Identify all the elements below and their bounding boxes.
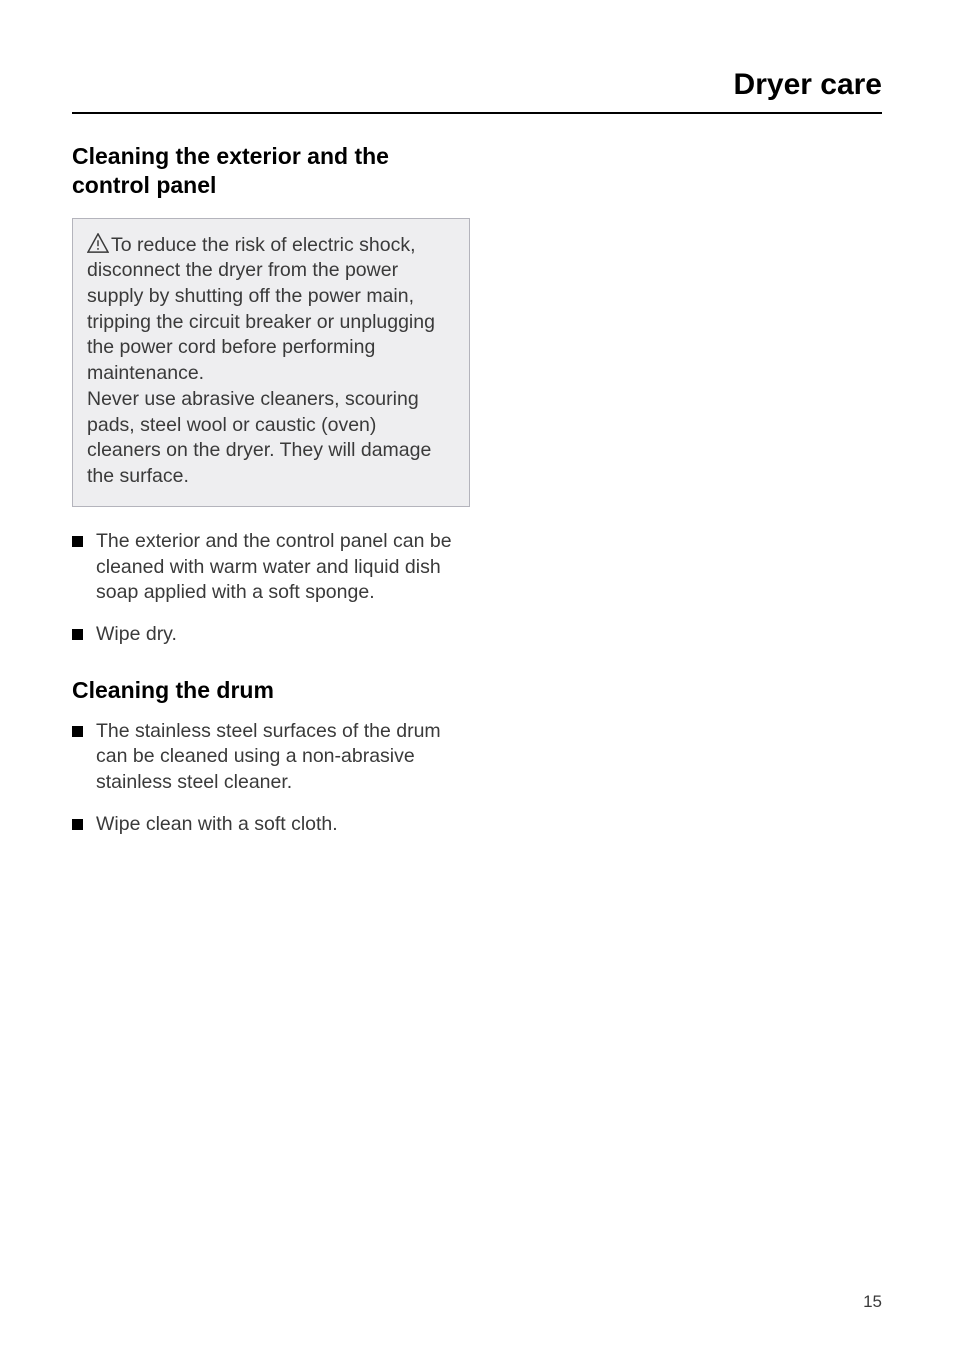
page: Dryer care Cleaning the exterior and the…: [0, 0, 954, 1352]
warning-icon: [87, 233, 109, 253]
bullet-list-exterior: The exterior and the control panel can b…: [72, 529, 470, 648]
list-item: Wipe dry.: [72, 622, 470, 648]
bullet-text: Wipe dry.: [96, 623, 177, 645]
bullet-text: Wipe clean with a soft cloth.: [96, 813, 338, 835]
list-item: Wipe clean with a soft cloth.: [72, 812, 470, 838]
callout-para-1: To reduce the risk of electric shock, di…: [87, 234, 435, 385]
bullet-text: The exterior and the control panel can b…: [96, 530, 452, 603]
page-header: Dryer care: [72, 68, 882, 114]
bullet-list-drum: The stainless steel surfaces of the drum…: [72, 719, 470, 838]
callout-para-2: Never use abrasive cleaners, scouring pa…: [87, 388, 431, 487]
list-item: The exterior and the control panel can b…: [72, 529, 470, 606]
list-item: The stainless steel surfaces of the drum…: [72, 719, 470, 796]
header-title: Dryer care: [734, 68, 882, 101]
page-number: 15: [863, 1292, 882, 1312]
bullet-text: The stainless steel surfaces of the drum…: [96, 720, 441, 793]
content-column: Cleaning the exterior and the control pa…: [72, 142, 470, 837]
section-title-exterior: Cleaning the exterior and the control pa…: [72, 142, 470, 200]
warning-callout: To reduce the risk of electric shock, di…: [72, 218, 470, 507]
section-title-drum: Cleaning the drum: [72, 676, 470, 705]
